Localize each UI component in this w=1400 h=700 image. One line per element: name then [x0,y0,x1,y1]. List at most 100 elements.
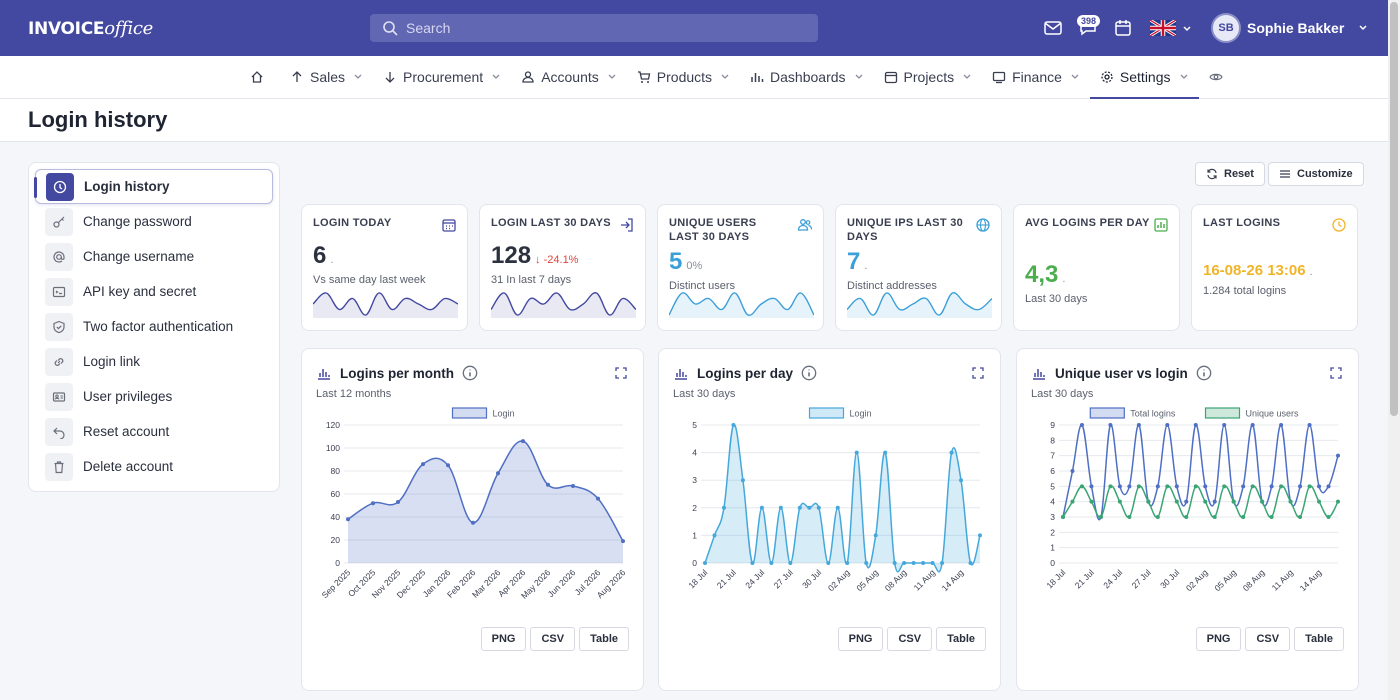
expand-icon[interactable] [615,367,627,379]
data-point [1108,423,1113,427]
mail-icon[interactable] [1043,18,1063,38]
search-input[interactable] [406,20,786,36]
data-point [978,533,982,538]
sidebar-item-reset-account[interactable]: Reset account [35,414,273,449]
data-point [873,533,878,538]
table-button[interactable]: Table [1294,627,1344,651]
table-button[interactable]: Table [936,627,986,651]
png-button[interactable]: PNG [1195,627,1242,651]
nav-finance[interactable]: Finance [982,56,1090,98]
calendar-icon [884,71,897,84]
data-point [1250,484,1255,489]
search-box[interactable] [370,14,818,42]
reset-label: Reset [1224,168,1254,180]
data-point [1089,484,1094,489]
nav-home[interactable] [240,56,280,98]
data-point [759,505,764,510]
expand-icon[interactable] [972,367,984,379]
x-tick-label: 14 Aug [940,567,966,593]
customize-button[interactable]: Customize [1268,162,1364,186]
table-button[interactable]: Table [579,627,629,651]
data-point [1288,499,1293,504]
y-tick-label: 80 [331,466,341,476]
stat-title: UNIQUE USERS LAST 30 DAYS [669,217,757,243]
sparkline-line [669,292,814,316]
data-point [521,439,525,444]
data-point [1298,484,1303,489]
csv-button[interactable]: CSV [887,627,933,651]
sidebar-item-api-key[interactable]: API key and secret [35,274,273,309]
bar-chart-icon [675,369,687,380]
data-point [1212,499,1217,504]
main-nav: Sales Procurement Accounts Products Dash… [0,56,1388,99]
data-point [816,505,821,510]
chevron-down-icon[interactable] [1182,24,1192,34]
data-point [949,450,954,455]
calendar-icon[interactable] [1113,18,1133,38]
user-name: Sophie Bakker [1247,20,1345,36]
notification-badge: 398 [1077,15,1101,27]
data-point [1174,484,1179,489]
nav-projects[interactable]: Projects [874,56,983,98]
png-button[interactable]: PNG [837,627,884,651]
sparkline-line [313,292,458,316]
chevron-down-icon [1180,74,1187,79]
chevron-down-icon [1071,74,1079,79]
sliders-icon [1280,170,1290,178]
nav-sales[interactable]: Sales [280,56,373,98]
info-icon[interactable] [801,365,817,381]
nav-accounts[interactable]: Accounts [511,56,627,98]
sidebar-item-change-password[interactable]: Change password [35,204,273,239]
sidebar-item-label: User privileges [83,389,173,404]
uk-flag-icon[interactable] [1150,20,1176,36]
data-point [1231,499,1236,504]
data-point [1307,423,1312,427]
nav-products[interactable]: Products [627,56,740,98]
data-point [346,517,350,522]
info-icon[interactable] [1196,365,1212,381]
reset-button[interactable]: Reset [1195,162,1265,186]
x-tick-label: 27 Jul [1130,567,1153,590]
png-button[interactable]: PNG [480,627,527,651]
x-tick-label: 08 Aug [1241,567,1267,593]
x-tick-label: 24 Jul [1101,567,1124,590]
stat-title: LOGIN LAST 30 DAYS [491,217,611,229]
user-menu[interactable]: SB Sophie Bakker [1211,13,1368,43]
globe-icon [976,218,990,232]
logo[interactable]: INVOICEoffice [28,12,153,44]
nav-label: Settings [1119,69,1171,85]
sidebar-item-change-username[interactable]: Change username [35,239,273,274]
data-point [740,478,745,483]
csv-button[interactable]: CSV [1245,627,1291,651]
chevron-down-icon [492,74,500,79]
y-tick-label: 4 [1050,497,1055,507]
sidebar-item-delete-account[interactable]: Delete account [35,449,273,484]
nav-procurement[interactable]: Procurement [373,56,511,98]
nav-settings[interactable]: Settings [1089,56,1199,99]
sidebar-item-label: Change password [83,214,192,229]
x-tick-label: Jun 2026 [546,567,578,599]
y-tick-label: 8 [1050,435,1055,445]
info-icon[interactable] [462,365,478,381]
sidebar-item-login-history[interactable]: Login history [34,169,273,204]
page-scrollbar[interactable] [1388,0,1400,700]
scroll-thumb[interactable] [1390,2,1398,416]
chevron-down-icon [963,74,971,79]
sidebar-item-login-link[interactable]: Login link [35,344,273,379]
csv-button[interactable]: CSV [530,627,576,651]
y-tick-label: 0 [1050,558,1055,568]
expand-icon[interactable] [1330,367,1342,379]
data-point [788,561,793,565]
y-tick-label: 3 [692,475,697,485]
stat-card-login-today: LOGIN TODAY 6. Vs same day last week [301,204,468,331]
data-point [1203,499,1208,504]
chevron-down-icon [1359,25,1367,31]
stat-value: 7 [847,248,861,275]
sidebar-item-user-privileges[interactable]: User privileges [35,379,273,414]
y-tick-label: 4 [692,448,697,458]
nav-dashboards[interactable]: Dashboards [740,56,874,98]
nav-visibility[interactable] [1199,56,1239,98]
x-tick-label: 02 Aug [1184,567,1210,593]
chart-subtitle: Last 30 days [1031,388,1094,400]
sidebar-item-two-factor[interactable]: Two factor authentication [35,309,273,344]
